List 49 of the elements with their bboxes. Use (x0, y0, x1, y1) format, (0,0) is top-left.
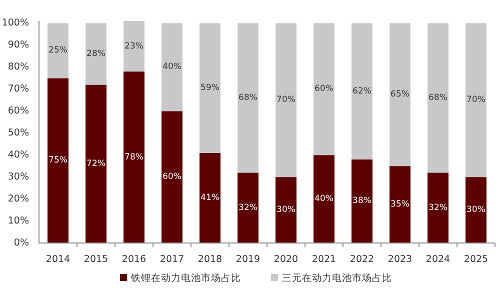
data-label: 78% (124, 152, 144, 162)
data-label: 70% (276, 95, 296, 106)
y-tick-label: 90% (8, 40, 29, 51)
y-tick-label: 10% (8, 216, 29, 227)
y-tick-label: 0% (14, 238, 29, 248)
x-tick-label: 2017 (160, 254, 184, 265)
data-label: 40% (314, 194, 334, 204)
x-tick-label: 2020 (274, 254, 298, 265)
data-label: 35% (390, 200, 410, 210)
x-tick-label: 2016 (122, 254, 146, 265)
data-label: 41% (200, 192, 220, 203)
x-tick-label: 2018 (198, 254, 222, 265)
data-label: 75% (48, 156, 68, 166)
data-label: 30% (276, 205, 296, 216)
x-tick-label: 2014 (46, 254, 70, 265)
legend-label: 铁锂在动力电池市场占比 (130, 272, 241, 284)
y-tick-label: 20% (8, 194, 29, 205)
data-label: 72% (86, 158, 106, 169)
data-label: 32% (428, 202, 448, 213)
y-tick-label: 100% (2, 18, 29, 29)
y-tick-label: 80% (8, 62, 29, 73)
data-label: 23% (124, 41, 144, 52)
data-label: 30% (466, 205, 486, 216)
data-label: 60% (162, 172, 182, 182)
x-tick-label: 2015 (84, 254, 108, 265)
x-tick-label: 2025 (464, 254, 488, 265)
data-label: 68% (428, 92, 448, 103)
data-label: 32% (238, 202, 258, 213)
data-label: 38% (352, 196, 372, 206)
x-tick-label: 2021 (312, 254, 336, 265)
y-tick-label: 30% (8, 172, 29, 183)
y-tick-label: 60% (8, 106, 29, 117)
data-label: 25% (48, 46, 68, 56)
y-tick-label: 40% (8, 150, 29, 161)
x-tick-label: 2022 (350, 254, 374, 265)
data-label: 60% (314, 84, 334, 94)
data-label: 28% (86, 48, 106, 59)
legend-label: 三元在动力电池市场占比 (282, 272, 392, 284)
x-tick-label: 2019 (236, 254, 260, 265)
data-label: 68% (238, 92, 258, 103)
y-tick-label: 70% (8, 84, 29, 95)
x-tick-label: 2024 (426, 254, 450, 265)
y-tick-label: 50% (8, 128, 29, 139)
data-label: 40% (162, 62, 182, 72)
data-label: 62% (352, 86, 372, 96)
data-label: 70% (466, 95, 486, 106)
data-label: 65% (390, 90, 410, 100)
x-tick-label: 2023 (388, 254, 412, 265)
data-label: 59% (200, 83, 220, 94)
